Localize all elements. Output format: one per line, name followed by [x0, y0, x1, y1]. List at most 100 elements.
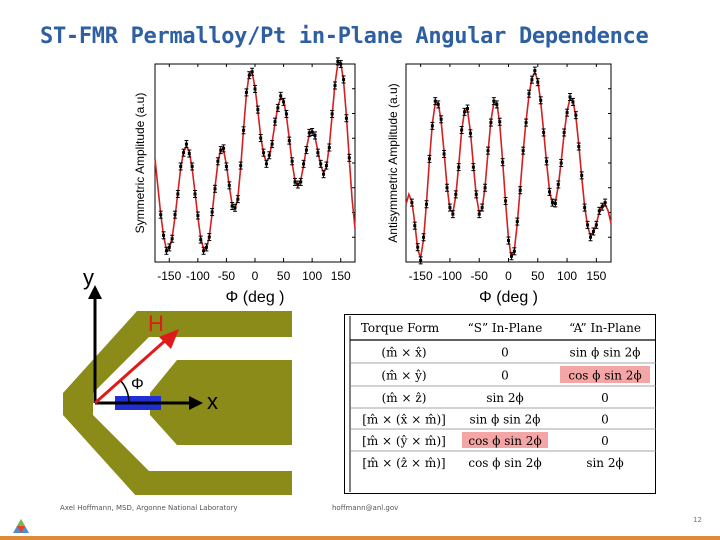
data-point [436, 100, 441, 109]
charts-canvas: -150 -100 -50 0 50 100 150 Φ (deg ) Symmetric Am… [133, 57, 612, 306]
x-tick-label: -50 [218, 269, 236, 283]
x-tick-label: 150 [586, 269, 606, 283]
data-point [270, 140, 275, 149]
data-point [547, 187, 552, 196]
data-point [238, 161, 243, 170]
data-point [480, 203, 485, 212]
data-point [477, 210, 482, 219]
data-point [244, 88, 249, 97]
data-point [456, 163, 461, 172]
x-axis-label: Φ (deg ) [479, 289, 538, 306]
highlight-cell [462, 432, 548, 448]
data-point [215, 157, 220, 166]
table-cell: sin ϕ sin 2ϕ [470, 413, 541, 427]
data-point [221, 144, 226, 153]
data-point [207, 233, 212, 242]
data-point [562, 128, 567, 137]
data-point [190, 162, 195, 171]
table-cell: 0 [601, 434, 609, 448]
data-point [524, 118, 529, 127]
data-point [442, 149, 447, 158]
data-point [568, 93, 572, 101]
data-point [210, 208, 215, 217]
data-point [433, 97, 438, 106]
data-point [284, 109, 289, 118]
data-point [594, 220, 599, 229]
data-point [486, 146, 490, 155]
data-point [290, 157, 295, 166]
table-cell: cos ϕ sin 2ϕ [468, 456, 541, 470]
data-point [204, 243, 209, 252]
data-point [158, 210, 163, 219]
data-point [518, 186, 523, 195]
data-point [579, 171, 584, 180]
data-point [347, 153, 352, 162]
data-point [597, 206, 602, 215]
footer-email: hoffmann@anl.gov [332, 504, 399, 512]
table-cell: cos ϕ sin 2ϕ [568, 369, 641, 383]
data-point [506, 236, 511, 245]
bottom-accent-bar [0, 536, 720, 540]
data-point [535, 78, 540, 87]
data-point [187, 149, 192, 158]
y-axis-arrowhead [88, 285, 102, 299]
data-point [193, 189, 197, 198]
data-point [167, 243, 172, 252]
data-point [529, 75, 534, 84]
data-point [247, 71, 252, 80]
table-cell: 0 [601, 391, 609, 405]
data-point [184, 140, 189, 149]
data-point [553, 199, 558, 208]
y-axis-label: Symmetric Amplitude (a.u) [133, 93, 147, 234]
data-point [304, 146, 309, 155]
data-point [459, 126, 464, 134]
data-point [445, 183, 449, 192]
data-point [576, 142, 581, 151]
data-point [233, 203, 237, 212]
field-arrowhead [159, 329, 179, 349]
data-point [178, 162, 183, 171]
film-left-edge [63, 393, 93, 415]
data-point [341, 75, 346, 84]
data-point [424, 200, 429, 209]
data-point [181, 148, 186, 157]
data-point [521, 146, 526, 155]
data-point [301, 159, 306, 168]
slide-title: ST-FMR Permalloy/Pt in-Plane Angular Dep… [40, 24, 649, 49]
table-header-cell: Torque Form [361, 321, 440, 335]
data-point [201, 246, 206, 255]
table-cell: (m̂ × x̂) [381, 346, 426, 360]
x-tick-label: 150 [331, 269, 351, 283]
table-header-cell: “A” In-Plane [569, 321, 641, 335]
data-point [565, 108, 570, 117]
data-point [483, 183, 488, 192]
data-point [453, 190, 458, 199]
data-point [509, 252, 514, 261]
data-point [230, 202, 235, 211]
angle-arc [120, 380, 130, 404]
data-point [293, 177, 297, 186]
data-point [585, 220, 590, 229]
data-point [235, 195, 240, 204]
data-point [298, 177, 303, 186]
data-point [430, 121, 435, 130]
data-point [556, 180, 561, 189]
antisymmetric-amplitude-chart: -150 -100 -50 0 50 100 150 Φ (deg ) Antisymmetri… [386, 63, 612, 306]
data-point [255, 105, 260, 114]
data-point [330, 109, 335, 118]
data-point [471, 163, 476, 172]
x-tick-label: -150 [409, 269, 433, 283]
data-point [310, 128, 315, 137]
data-point [313, 131, 317, 140]
data-point [491, 97, 496, 106]
data-point [559, 159, 564, 167]
data-point [164, 246, 169, 255]
table-cell: cos ϕ sin 2ϕ [468, 434, 541, 448]
data-point [333, 81, 337, 90]
data-point [603, 198, 608, 207]
table-cell: sin ϕ sin 2ϕ [570, 346, 641, 360]
data-point [570, 97, 575, 106]
data-point [253, 84, 257, 93]
page-number: 12 [693, 516, 702, 524]
x-tick-label: -100 [186, 269, 210, 283]
